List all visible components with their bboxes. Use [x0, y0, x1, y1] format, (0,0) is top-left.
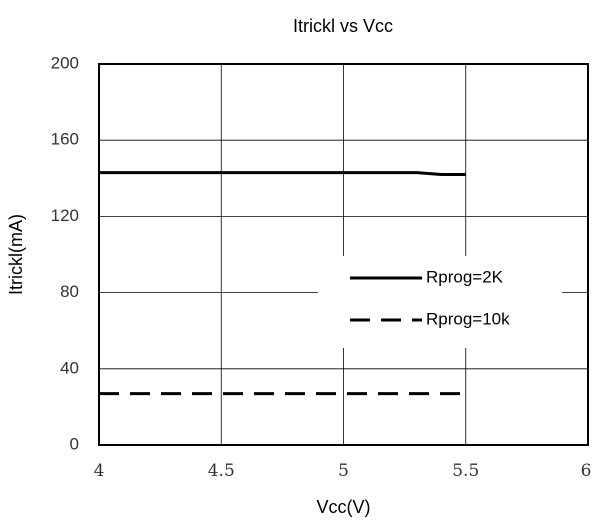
- x-axis-ticks: 4 4.5 5 5.5 6: [94, 461, 592, 481]
- series-line-1: [99, 171, 466, 176]
- grid: [99, 64, 588, 445]
- chart-title: Itrickl vs Vcc: [293, 16, 393, 36]
- plot-frame: [98, 63, 589, 446]
- y-tick-label: 200: [51, 53, 79, 72]
- x-axis-label: Vcc(V): [317, 497, 371, 517]
- legend-background: [318, 256, 562, 348]
- x-tick-label: 5.5: [452, 461, 479, 481]
- series-lines: [99, 171, 466, 396]
- y-tick-label: 0: [70, 434, 79, 453]
- y-tick-label: 160: [51, 130, 79, 149]
- legend-label: Rprog=10k: [426, 309, 510, 328]
- legend-label: Rprog=2K: [426, 267, 504, 286]
- y-tick-label: 120: [51, 206, 79, 225]
- y-tick-label: 80: [60, 282, 79, 301]
- x-tick-label: 5: [338, 461, 349, 481]
- y-axis-ticks: 0 40 80 120 160 200: [51, 53, 79, 453]
- legend: Rprog=2K Rprog=10k: [318, 256, 562, 348]
- y-axis-label: Itrickl(mA): [6, 214, 26, 295]
- x-tick-label: 4: [94, 461, 105, 481]
- x-tick-label: 4.5: [208, 461, 235, 481]
- x-tick-label: 6: [581, 461, 592, 481]
- y-tick-label: 40: [60, 358, 79, 377]
